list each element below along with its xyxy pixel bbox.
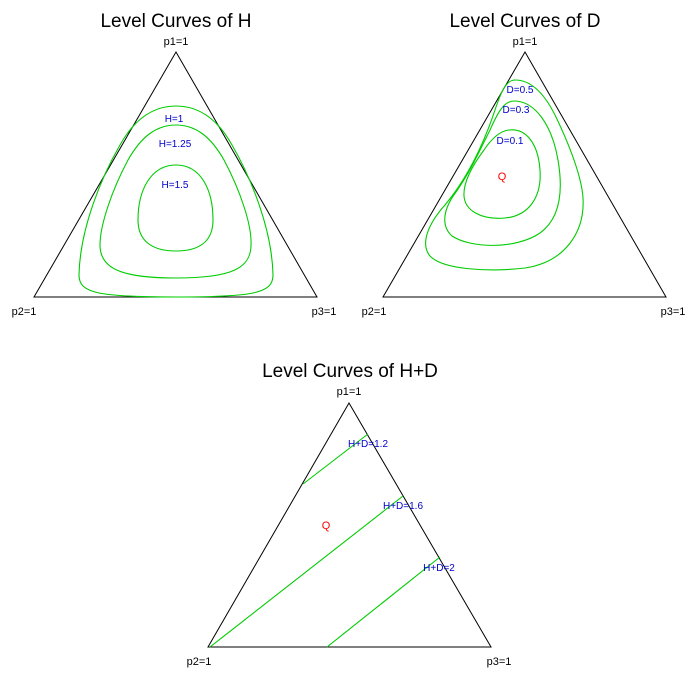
hd-label-2: H+D=2 bbox=[423, 563, 455, 574]
h-label-1-5: H=1.5 bbox=[162, 180, 189, 191]
hd-line-1-6 bbox=[209, 495, 404, 648]
panel-d-title: Level Curves of D bbox=[449, 11, 600, 32]
hd-line-2 bbox=[326, 556, 441, 648]
panel-d-right-label: p3=1 bbox=[661, 306, 686, 318]
panel-h-curves: H=1 H=1.25 H=1.5 bbox=[78, 105, 274, 298]
d-label-0-5: D=0.5 bbox=[507, 85, 534, 96]
panel-hd-right-label: p3=1 bbox=[487, 656, 512, 668]
panel-d-point-q: Q bbox=[498, 171, 507, 183]
panel-hd: Level Curves of H+D p1=1 p2=1 p3=1 H+D=1… bbox=[187, 361, 512, 668]
panel-h-title: Level Curves of H bbox=[100, 11, 251, 32]
d-curve-0-1 bbox=[463, 129, 541, 219]
panel-hd-point-q: Q bbox=[322, 520, 331, 532]
d-curve-0-3 bbox=[444, 100, 561, 246]
panel-d-curves: D=0.5 D=0.3 D=0.1 bbox=[425, 79, 584, 271]
panel-h: Level Curves of H p1=1 p2=1 p3=1 H=1 H=1.… bbox=[12, 11, 337, 318]
panel-hd-left-label: p2=1 bbox=[187, 656, 212, 668]
panel-h-simplex bbox=[33, 51, 318, 298]
d-curve-0-5 bbox=[425, 79, 584, 271]
h-curve-1 bbox=[78, 105, 274, 298]
hd-label-1-6: H+D=1.6 bbox=[383, 501, 423, 512]
d-label-0-3: D=0.3 bbox=[503, 105, 530, 116]
panel-h-top-label: p1=1 bbox=[164, 36, 189, 48]
h-curve-1-25 bbox=[99, 124, 252, 279]
hd-label-1-2: H+D=1.2 bbox=[348, 439, 388, 450]
panel-h-left-label: p2=1 bbox=[12, 306, 37, 318]
panel-hd-curves: H+D=1.2 H+D=1.6 H+D=2 bbox=[209, 433, 455, 648]
panel-hd-top-label: p1=1 bbox=[337, 386, 362, 398]
h-label-1: H=1 bbox=[165, 114, 184, 125]
panel-d-simplex bbox=[382, 51, 667, 298]
panel-h-right-label: p3=1 bbox=[312, 306, 337, 318]
h-label-1-25: H=1.25 bbox=[159, 139, 192, 150]
d-label-0-1: D=0.1 bbox=[497, 136, 524, 147]
panel-d-top-label: p1=1 bbox=[513, 36, 538, 48]
panel-hd-title: Level Curves of H+D bbox=[262, 361, 438, 382]
panel-hd-simplex bbox=[207, 402, 492, 648]
hd-line-1-2 bbox=[302, 433, 369, 485]
panel-d: Level Curves of D p1=1 p2=1 p3=1 D=0.5D=… bbox=[362, 11, 686, 318]
h-curve-1-5 bbox=[137, 164, 214, 252]
panel-d-left-label: p2=1 bbox=[362, 306, 387, 318]
